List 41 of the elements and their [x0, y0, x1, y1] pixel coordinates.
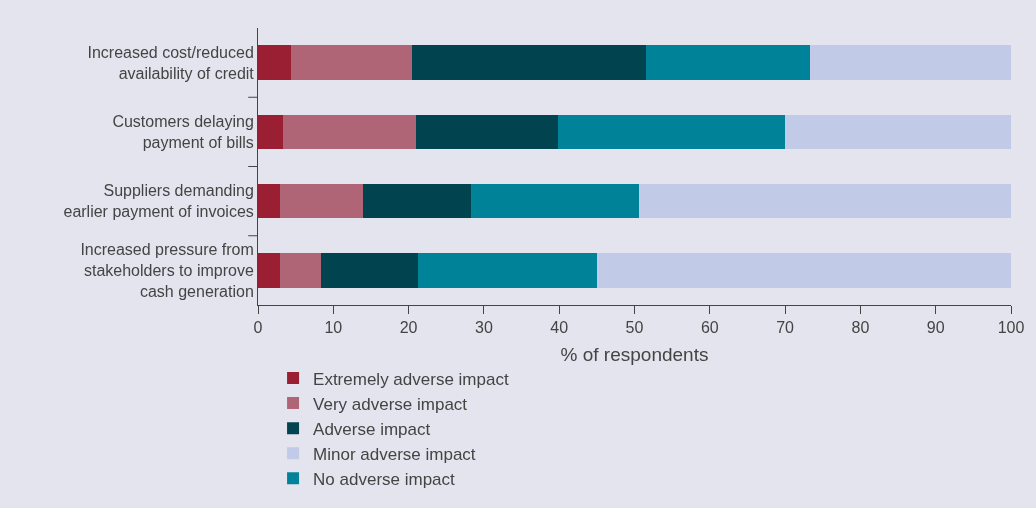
- x-tick-label: 60: [700, 319, 719, 337]
- y-tick-label: Increased cost/reduced availability of credit: [87, 43, 255, 82]
- bar: [412, 45, 646, 80]
- y-tick-label: Customers delaying payment of bills: [112, 113, 254, 151]
- bar: [258, 45, 292, 80]
- x-tick-label: 10: [324, 319, 343, 337]
- legend-label: Adverse impact: [313, 419, 431, 439]
- x-tick-label: 30: [475, 319, 493, 337]
- legend-label: No adverse impact: [313, 469, 456, 489]
- x-tick-label: 70: [776, 319, 795, 337]
- bar: [258, 183, 280, 219]
- bar: [258, 253, 280, 288]
- x-tick-label: 50: [625, 319, 644, 337]
- x-axis-title: % of respondents: [560, 344, 709, 365]
- x-tick-label: 100: [997, 319, 1025, 337]
- x-tick-label: 80: [851, 319, 870, 337]
- bar: [471, 183, 640, 219]
- bar: [809, 45, 1011, 80]
- x-tick-label: 90: [926, 319, 945, 337]
- bar: [279, 253, 322, 288]
- bar: [362, 183, 472, 219]
- bar: [279, 183, 363, 219]
- legend-label: Extremely adverse impact: [313, 369, 509, 389]
- legend-label: Very adverse impact: [313, 394, 468, 414]
- bar: [639, 183, 1011, 219]
- x-tick-label: 40: [550, 319, 569, 337]
- bar: [291, 45, 413, 80]
- bar: [645, 45, 810, 80]
- bar: [282, 114, 417, 150]
- y-tick-label: Suppliers demanding earlier payment of invoices: [63, 182, 254, 221]
- bar: [416, 114, 559, 150]
- x-tick-label: 20: [399, 319, 418, 337]
- bar: [417, 253, 597, 288]
- x-tick-label: 0: [253, 319, 263, 337]
- bar: [558, 114, 786, 150]
- bar: [596, 253, 1011, 288]
- legend-label: Minor adverse impact: [313, 444, 476, 464]
- y-tick-label: Increased pressure from stakeholders to improve cash generation: [80, 241, 254, 300]
- bar: [258, 114, 283, 150]
- bar: [785, 114, 1011, 150]
- bar: [321, 253, 418, 288]
